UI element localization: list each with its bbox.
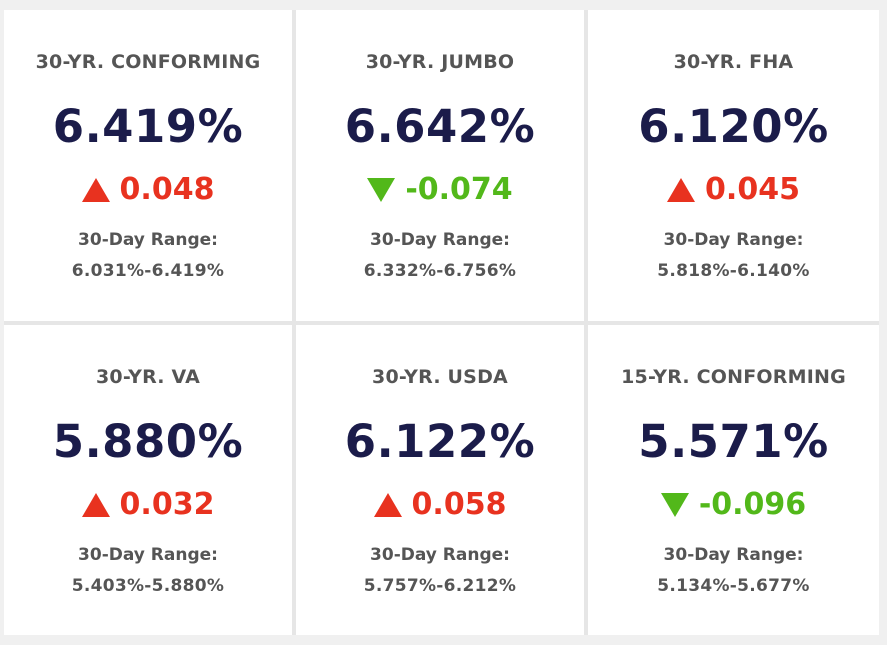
rate-change: -0.074: [296, 172, 584, 207]
change-value: -0.096: [698, 487, 807, 522]
range-label: 30-Day Range:: [663, 545, 804, 565]
rate-card-30yr-va[interactable]: 30-YR. VA 5.880% 0.032 30-Day Range: 5.4…: [4, 325, 292, 635]
rate-value: 6.120%: [638, 100, 829, 153]
rate-card-30yr-conforming[interactable]: 30-YR. CONFORMING 6.419% 0.048 30-Day Ra…: [4, 10, 292, 321]
range-value: 5.818%-6.140%: [657, 261, 810, 281]
range-label: 30-Day Range:: [370, 545, 510, 565]
range-value: 5.134%-5.677%: [657, 576, 810, 596]
card-title: 30-YR. USDA: [372, 366, 508, 388]
range-label: 30-Day Range:: [370, 230, 510, 250]
rate-change: -0.096: [588, 487, 879, 522]
change-value: 0.032: [119, 487, 215, 522]
triangle-down-icon: [660, 492, 689, 517]
rate-value: 5.571%: [638, 415, 829, 468]
triangle-up-icon: [373, 492, 402, 517]
range-label: 30-Day Range:: [78, 230, 218, 250]
rate-value: 6.419%: [52, 100, 244, 153]
rate-value: 6.122%: [344, 415, 536, 468]
rate-value: 6.642%: [344, 100, 536, 153]
rate-change: 0.058: [296, 487, 584, 522]
rates-grid: 30-YR. CONFORMING 6.419% 0.048 30-Day Ra…: [4, 10, 879, 635]
rate-change: 0.048: [4, 172, 292, 207]
card-title: 15-YR. CONFORMING: [621, 366, 846, 388]
rate-card-30yr-usda[interactable]: 30-YR. USDA 6.122% 0.058 30-Day Range: 5…: [296, 325, 584, 635]
change-value: 0.048: [119, 172, 215, 207]
change-value: 0.045: [705, 172, 800, 207]
triangle-up-icon: [81, 177, 110, 202]
card-title: 30-YR. JUMBO: [365, 51, 515, 73]
card-title: 30-YR. VA: [95, 366, 201, 388]
rate-change: 0.045: [588, 172, 879, 207]
range-value: 6.332%-6.756%: [363, 261, 517, 281]
range-value: 5.757%-6.212%: [363, 576, 517, 596]
range-value: 6.031%-6.419%: [71, 261, 225, 281]
triangle-up-icon: [667, 177, 696, 202]
triangle-down-icon: [367, 177, 396, 202]
range-label: 30-Day Range:: [663, 230, 804, 250]
card-title: 30-YR. CONFORMING: [35, 51, 261, 73]
rate-card-30yr-jumbo[interactable]: 30-YR. JUMBO 6.642% -0.074 30-Day Range:…: [296, 10, 584, 321]
change-value: 0.058: [411, 487, 507, 522]
rate-card-30yr-fha[interactable]: 30-YR. FHA 6.120% 0.045 30-Day Range: 5.…: [588, 10, 879, 321]
change-value: -0.074: [405, 172, 513, 207]
range-label: 30-Day Range:: [78, 545, 218, 565]
range-value: 5.403%-5.880%: [71, 576, 225, 596]
rate-card-15yr-conforming[interactable]: 15-YR. CONFORMING 5.571% -0.096 30-Day R…: [588, 325, 879, 635]
rate-change: 0.032: [4, 487, 292, 522]
card-title: 30-YR. FHA: [673, 51, 794, 73]
rate-value: 5.880%: [52, 415, 244, 468]
triangle-up-icon: [81, 492, 110, 517]
